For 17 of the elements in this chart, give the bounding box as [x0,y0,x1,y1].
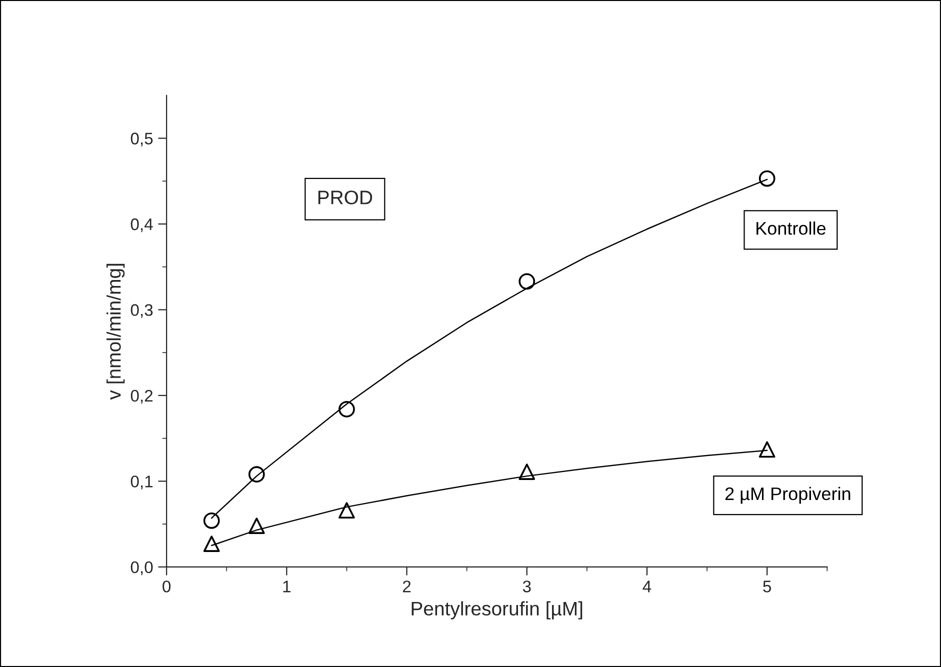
x-tick-label: 5 [763,580,772,592]
y-tick-label: 0,3 [130,304,153,318]
y-axis-title: v [nmol/min/mg] [106,264,125,400]
x-axis-title: Pentylresorufin [µM] [412,601,582,620]
y-tick-label: 0,1 [130,476,153,490]
x-tick-label: 4 [642,580,652,592]
y-tick-label: 0,0 [130,561,153,576]
y-tick-label: 0,5 [130,132,153,146]
text: Kontrolle [756,222,826,235]
x-tick-label: 0 [162,580,171,592]
y-tick-label: 0,2 [130,390,153,404]
x-tick-label: 1 [283,580,290,592]
y-tick-label: 0,4 [130,218,153,232]
annotation: PROD [318,190,372,204]
text: 2 µM Propiverin [725,486,850,504]
x-tick-label: 2 [402,580,411,592]
x-tick-label: 3 [522,580,531,592]
